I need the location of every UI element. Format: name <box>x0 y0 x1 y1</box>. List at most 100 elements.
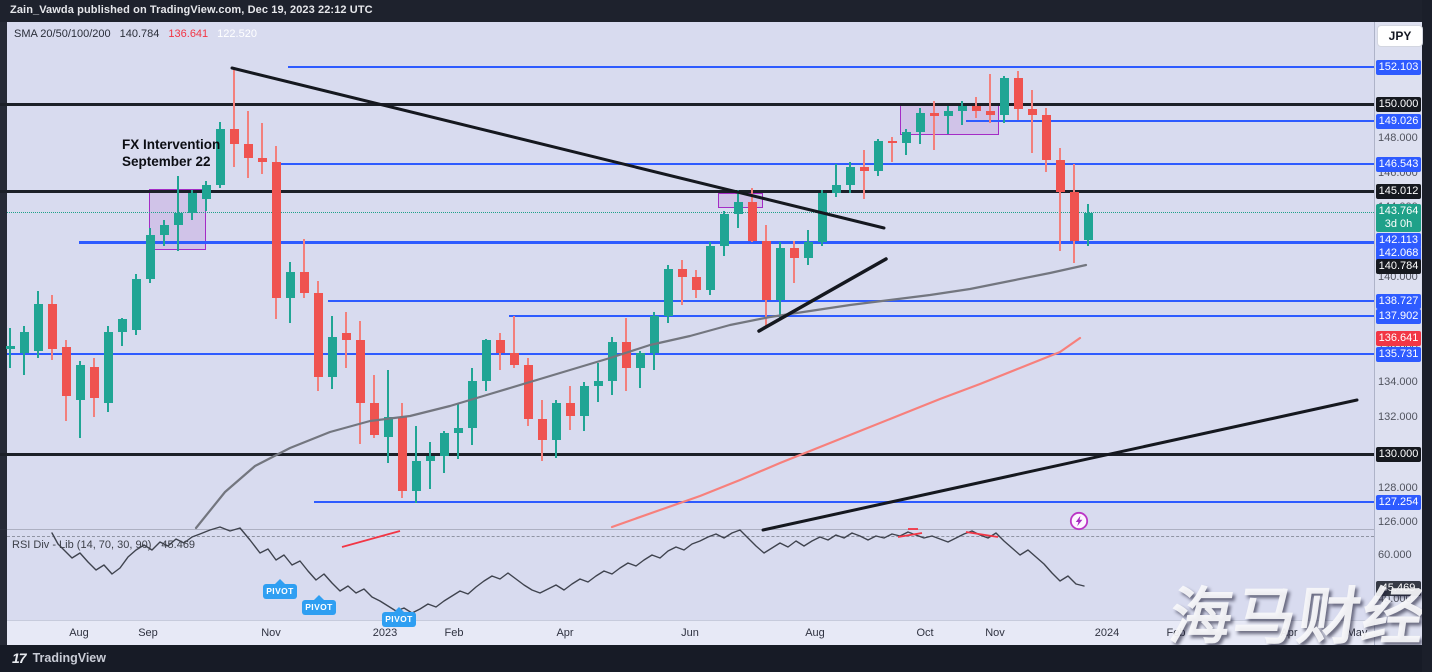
time-axis[interactable] <box>7 620 1422 646</box>
candle-body <box>355 340 365 404</box>
candle-wick <box>345 312 347 369</box>
currency-button[interactable]: JPY <box>1377 25 1423 47</box>
candle-body <box>257 158 267 162</box>
time-tick-label: 2023 <box>372 627 398 639</box>
blue-level-line[interactable] <box>328 300 1374 303</box>
price-level-label: 150.000 <box>1376 97 1421 112</box>
candle-body <box>705 245 715 290</box>
candle-wick <box>947 105 949 134</box>
blue-level-line[interactable] <box>276 163 1374 166</box>
candle-body <box>607 342 617 381</box>
candle-body <box>593 380 603 386</box>
candle-wick <box>429 441 431 489</box>
rsi-line <box>51 526 1085 614</box>
candle-body <box>397 417 407 491</box>
candle-body <box>845 167 855 185</box>
candle-body <box>1041 114 1051 160</box>
candle-wick <box>989 74 991 124</box>
blue-level-line[interactable] <box>288 66 1374 69</box>
sma-dark-line <box>194 263 1088 530</box>
candle-body <box>229 128 239 145</box>
candle-wick <box>1031 90 1033 153</box>
candle-body <box>19 331 29 353</box>
candle-body <box>299 272 309 293</box>
candle-body <box>803 242 813 258</box>
price-tick-label: 132.000 <box>1378 411 1418 423</box>
rsi-legend[interactable]: RSI Div - Lib (14, 70, 30, 90) 45.469 <box>12 539 195 551</box>
black-level-line[interactable] <box>0 453 1374 456</box>
price-tick-label: 140.000 <box>1378 271 1418 283</box>
candle-body <box>999 77 1009 115</box>
candle-body <box>313 293 323 377</box>
pivot-badge[interactable]: PIVOT <box>382 607 416 627</box>
price-level-label: 149.026 <box>1376 114 1421 129</box>
candle-body <box>1055 160 1065 192</box>
pivot-badge[interactable]: PIVOT <box>263 579 297 599</box>
candle-body <box>1069 191 1079 241</box>
lightning-icon[interactable] <box>1069 511 1089 531</box>
candle-body <box>61 347 71 397</box>
time-tick-label: Nov <box>985 627 1005 639</box>
price-level-label: 127.254 <box>1376 495 1421 510</box>
sma50-value: 136.641 <box>168 28 209 40</box>
publish-title: Zain_Vawda published on TradingView.com,… <box>10 4 373 16</box>
blue-level-line[interactable] <box>966 120 1374 123</box>
price-level-label: 138.727 <box>1376 294 1421 309</box>
candle-body <box>1013 77 1023 110</box>
annotation-line2: September 22 <box>122 154 211 169</box>
candle-body <box>957 105 967 111</box>
price-level-label: 130.000 <box>1376 447 1421 462</box>
candle-wick <box>863 149 865 199</box>
sma-legend-label: SMA 20/50/100/200 <box>14 28 111 40</box>
candle-body <box>523 364 533 419</box>
candle-body <box>551 403 561 440</box>
sma-red-line <box>610 336 1082 529</box>
price-tick-label: 126.000 <box>1378 516 1418 528</box>
time-tick-label: Apr <box>556 627 574 639</box>
indicator-legend[interactable]: SMA 20/50/100/200 140.784 136.641 122.52… <box>14 28 257 40</box>
candle-body <box>901 132 911 143</box>
candle-body <box>985 111 995 115</box>
rsi-70-dashed-line[interactable] <box>7 536 1374 537</box>
price-level-label: 135.731 <box>1376 347 1421 362</box>
trendline[interactable] <box>761 398 1359 532</box>
candle-wick <box>79 361 81 439</box>
candle-body <box>33 303 43 351</box>
pivot-badge[interactable]: PIVOT <box>302 595 336 615</box>
candle-body <box>1027 109 1037 115</box>
candle-body <box>887 140 897 143</box>
blue-level-line[interactable] <box>509 314 1374 317</box>
blue-level-line[interactable] <box>7 352 1374 355</box>
price-level-label: 145.012 <box>1376 184 1421 199</box>
time-tick-label: Aug <box>69 627 89 639</box>
candle-body <box>383 417 393 437</box>
candle-body <box>691 277 701 290</box>
candle-body <box>621 342 631 369</box>
time-tick-label: Feb <box>1166 627 1186 639</box>
price-tick-label: 148.000 <box>1378 132 1418 144</box>
time-tick-label: Apr <box>1280 627 1298 639</box>
candle-body <box>439 433 449 456</box>
candle-wick <box>261 123 263 174</box>
time-tick-label: Aug <box>805 627 825 639</box>
pane-separator[interactable] <box>0 529 1422 530</box>
candle-body <box>145 235 155 279</box>
candle-wick <box>1059 147 1061 251</box>
current-price-dotted-line[interactable] <box>7 212 1374 214</box>
price-level-label: 140.784 <box>1376 259 1421 274</box>
candle-body <box>775 247 785 300</box>
right-edge-strip <box>1422 0 1432 672</box>
trendline[interactable] <box>230 66 886 230</box>
price-level-label: 136.641 <box>1376 331 1421 346</box>
left-edge-strip <box>0 22 7 645</box>
black-level-line[interactable] <box>0 103 1374 106</box>
footer-bar: 17 TradingView <box>0 645 1432 672</box>
rsi-tick-label: 40.000 <box>1378 593 1412 605</box>
tradingview-logo[interactable]: 17 TradingView <box>12 650 106 666</box>
candle-body <box>719 214 729 246</box>
publish-header-bar: Zain_Vawda published on TradingView.com,… <box>0 0 1432 22</box>
candle-body <box>929 112 939 117</box>
candle-wick <box>961 100 963 125</box>
blue-level-line[interactable] <box>314 501 1374 504</box>
price-tick-label: 128.000 <box>1378 482 1418 494</box>
